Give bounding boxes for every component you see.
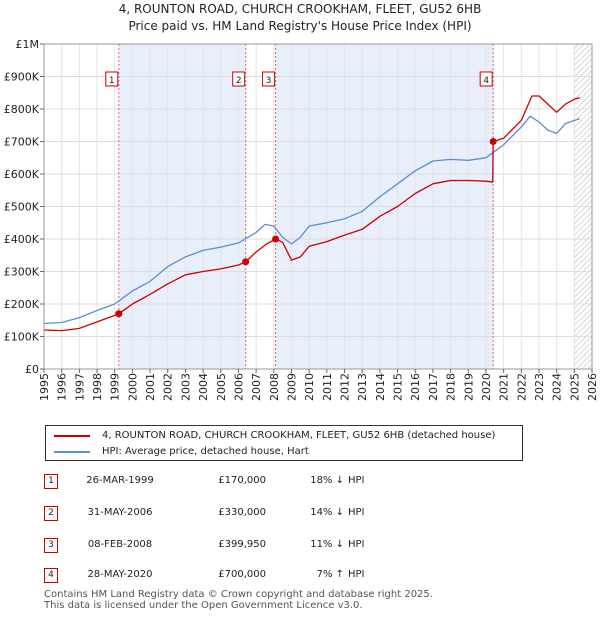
legend-swatch-property [54, 435, 90, 437]
sale-hpi-label: HPI [348, 539, 365, 550]
sale-number-badge: 3 [44, 538, 58, 553]
x-tick-label: 2014 [374, 373, 387, 401]
table-row: 3 08-FEB-2008 £399,950 11% ↓ HPI [0, 536, 600, 556]
price-chart: 1 2 3 4 £0 £100K £200K £300K £400K £500K £600K £700… [4, 38, 599, 401]
legend-label-hpi: HPI: Average price, detached house, Hart [102, 446, 309, 457]
sale-price: £700,000 [218, 569, 266, 580]
y-tick-label: £100K [4, 331, 40, 344]
y-tick-label: £200K [4, 298, 40, 311]
sale-label: 2 [236, 76, 242, 86]
y-tick-label: £300K [4, 266, 40, 279]
sale-price: £330,000 [218, 507, 266, 518]
x-tick-label: 2008 [268, 373, 281, 401]
sale-label: 1 [109, 76, 115, 86]
sale-number-badge: 1 [44, 474, 58, 489]
sale-price: £399,950 [218, 539, 266, 550]
x-tick-label: 2022 [515, 373, 528, 401]
x-tick-label: 2009 [285, 373, 298, 401]
sale-point [115, 310, 123, 318]
chart-title: 4, ROUNTON ROAD, CHURCH CROOKHAM, FLEET,… [118, 2, 482, 16]
sale-date: 08-FEB-2008 [87, 539, 153, 550]
x-tick-label: 2004 [197, 373, 210, 401]
footer-copyright: Contains HM Land Registry data © Crown c… [44, 589, 433, 600]
sale-date: 31-MAY-2006 [87, 507, 153, 518]
y-tick-label: £800K [4, 103, 40, 116]
x-tick-label: 2021 [498, 373, 511, 401]
x-tick-label: 2012 [339, 373, 352, 401]
chart-legend: 4, ROUNTON ROAD, CHURCH CROOKHAM, FLEET,… [45, 425, 523, 461]
x-tick-label: 2020 [480, 373, 493, 401]
x-tick-label: 2024 [551, 373, 564, 401]
x-tick-label: 2015 [392, 373, 405, 401]
sale-date: 28-MAY-2020 [87, 569, 153, 580]
sale-hpi-label: HPI [348, 475, 365, 486]
chart-subtitle: Price paid vs. HM Land Registry's House … [128, 19, 472, 33]
sale-price: £170,000 [218, 475, 266, 486]
x-tick-label: 2011 [321, 373, 334, 401]
y-tick-label: £500K [4, 201, 40, 214]
x-tick-label: 2023 [533, 373, 546, 401]
table-row: 4 28-MAY-2020 £700,000 7% ↑ HPI [0, 566, 600, 586]
sale-hpi-label: HPI [348, 569, 365, 580]
x-tick-label: 2001 [144, 373, 157, 401]
x-tick-label: 1999 [109, 373, 122, 401]
y-tick-label: £700K [4, 136, 40, 149]
y-tick-label: £1M [16, 38, 40, 51]
x-tick-label: 1998 [91, 373, 104, 401]
x-tick-label: 2019 [462, 373, 475, 401]
y-tick-label: £400K [4, 233, 40, 246]
sale-hpi-change: 11% ↓ [310, 539, 344, 550]
x-tick-label: 2006 [232, 373, 245, 401]
x-tick-label: 1997 [73, 373, 86, 401]
x-tick-label: 2007 [250, 373, 263, 401]
x-tick-label: 2002 [162, 373, 175, 401]
x-tick-label: 2000 [126, 373, 139, 401]
sale-hpi-change: 18% ↓ [310, 475, 344, 486]
footer-license: This data is licensed under the Open Gov… [44, 600, 363, 611]
sale-label-box [232, 71, 246, 87]
sale-hpi-label: HPI [348, 507, 365, 518]
sale-point [272, 235, 280, 243]
sale-hpi-change: 7% ↑ [316, 569, 344, 580]
y-tick-label: £900K [4, 71, 40, 84]
x-tick-label: 2017 [427, 373, 440, 401]
sale-point [242, 258, 250, 266]
sale-hpi-change: 14% ↓ [310, 507, 344, 518]
x-tick-label: 2025 [568, 373, 581, 401]
x-tick-label: 2003 [179, 373, 192, 401]
x-tick-label: 2016 [409, 373, 422, 401]
sale-label-box [479, 71, 493, 87]
sale-point [489, 138, 497, 145]
x-tick-label: 2018 [445, 373, 458, 401]
x-tick-label: 2026 [586, 373, 599, 401]
x-tick-label: 2010 [303, 373, 316, 401]
y-tick-label: £0 [25, 363, 39, 376]
sale-date: 26-MAR-1999 [86, 475, 154, 486]
sale-label: 3 [266, 76, 272, 86]
x-tick-label: 2005 [215, 373, 228, 401]
x-tick-label: 1996 [56, 373, 69, 401]
table-row: 2 31-MAY-2006 £330,000 14% ↓ HPI [0, 504, 600, 524]
legend-label-property: 4, ROUNTON ROAD, CHURCH CROOKHAM, FLEET,… [102, 430, 496, 441]
series-line-property [43, 95, 580, 332]
x-tick-label: 2013 [356, 373, 369, 401]
x-tick-label: 1995 [38, 373, 51, 401]
sale-label-box [262, 71, 276, 87]
table-row: 1 26-MAR-1999 £170,000 18% ↓ HPI [0, 472, 600, 492]
sale-number-badge: 4 [44, 568, 58, 583]
series-line-hpi [43, 115, 580, 325]
sale-label: 4 [483, 76, 489, 86]
sale-label-box [105, 71, 119, 87]
sale-number-badge: 2 [44, 506, 58, 521]
legend-swatch-hpi [54, 451, 90, 453]
y-tick-label: £600K [4, 168, 40, 181]
